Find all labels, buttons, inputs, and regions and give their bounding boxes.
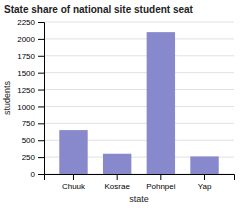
grid-line: [44, 106, 234, 107]
chart: 0 250 500 750 1000 1250 1500 1750 2000 2250 Chuuk K…: [0, 0, 242, 208]
tick: Pohnpei: [146, 174, 176, 191]
axis-line: [45, 175, 235, 181]
tick-mark: [38, 140, 44, 141]
tick-label: 750: [22, 119, 36, 128]
tick-label: 1250: [17, 86, 35, 95]
tick: 1000: [17, 103, 44, 112]
tick: 2000: [17, 35, 44, 44]
tick-mark: [38, 106, 44, 107]
tick-label: 2250: [17, 18, 35, 27]
grid-line: [44, 22, 234, 23]
tick: 1250: [17, 86, 44, 95]
tick-label: 1000: [17, 103, 35, 112]
tick-label: 500: [22, 136, 36, 145]
bar: [190, 156, 218, 174]
tick-label: 1750: [17, 52, 35, 61]
tick: 1750: [17, 52, 44, 61]
plot: 0 250 500 750 1000 1250 1500 1750 2000 2250 Chuuk K…: [17, 18, 234, 191]
tick: 750: [22, 119, 44, 128]
tick-label: Pohnpei: [146, 182, 176, 191]
x-axis-title: state: [129, 194, 149, 204]
bar: [147, 32, 175, 174]
grid-line: [44, 123, 234, 124]
bars: [59, 32, 218, 174]
tick-mark: [38, 39, 44, 40]
tick-mark: [38, 123, 44, 124]
tick-label: 2000: [17, 35, 35, 44]
tick-label: 0: [31, 170, 36, 179]
y-axis-title: students: [2, 80, 12, 115]
tick: 1500: [17, 69, 44, 78]
tick-mark: [73, 174, 74, 180]
bar: [103, 154, 131, 174]
tick-mark: [38, 90, 44, 91]
tick: 250: [22, 153, 44, 162]
axis-line: [38, 23, 45, 175]
grid: [44, 22, 234, 174]
tick-label: Yap: [198, 182, 212, 191]
y-axis: 0 250 500 750 1000 1250 1500 1750 2000 2250: [17, 18, 44, 179]
tick-mark: [38, 73, 44, 74]
tick-mark: [38, 22, 44, 23]
tick: Yap: [198, 174, 212, 191]
tick: Kosrae: [104, 174, 130, 191]
tick-label: 250: [22, 153, 36, 162]
tick-mark: [117, 174, 118, 180]
tick-label: Chuuk: [62, 182, 86, 191]
grid-line: [44, 72, 234, 73]
tick: 500: [22, 136, 44, 145]
tick-mark: [204, 174, 205, 180]
tick-mark: [38, 157, 44, 158]
tick-mark: [38, 56, 44, 57]
grid-line: [44, 38, 234, 39]
tick: 2250: [17, 18, 44, 27]
title: State share of national site student sea…: [4, 4, 194, 15]
x-axis: Chuuk Kosrae Pohnpei Yap: [45, 174, 235, 191]
tick: 0: [31, 170, 44, 179]
tick-mark: [38, 174, 44, 175]
tick-mark: [160, 174, 161, 180]
tick-label: 1500: [17, 69, 35, 78]
grid-line: [44, 55, 234, 56]
tick: Chuuk: [62, 174, 86, 191]
tick-label: Kosrae: [104, 182, 130, 191]
bar: [59, 130, 87, 174]
grid-line: [44, 89, 234, 90]
